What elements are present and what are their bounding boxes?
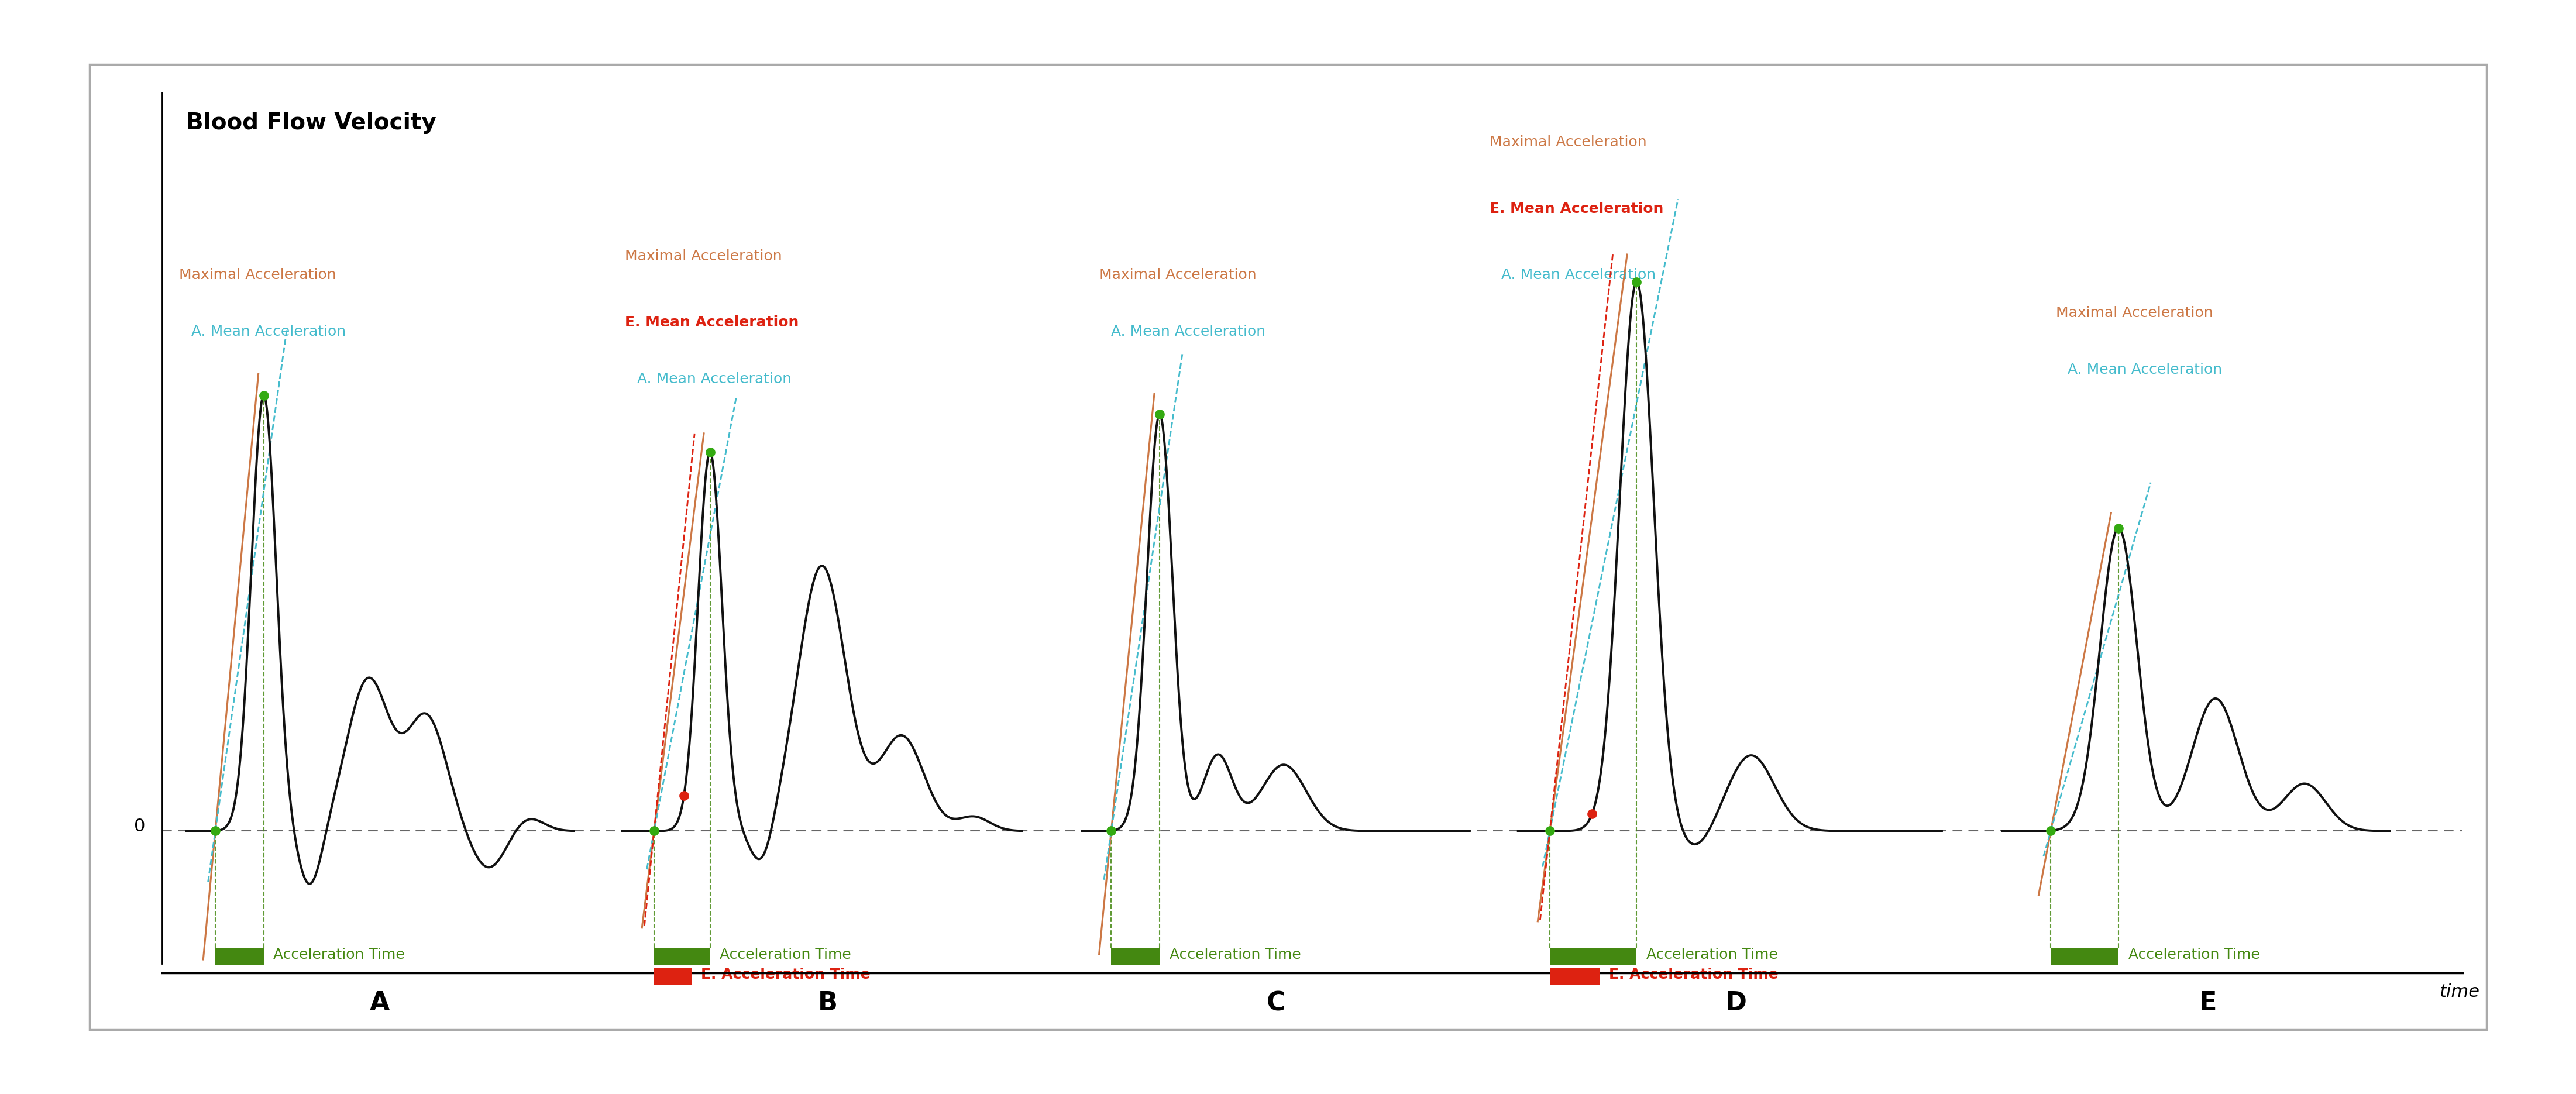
Text: E. Acceleration Time: E. Acceleration Time [1610, 968, 1777, 982]
Bar [216, 947, 263, 965]
Text: A. Mean Acceleration: A. Mean Acceleration [2069, 362, 2223, 376]
Bar [1551, 967, 1600, 985]
Text: A. Mean Acceleration: A. Mean Acceleration [1110, 325, 1265, 339]
Text: A: A [371, 990, 389, 1015]
Text: Blood Flow Velocity: Blood Flow Velocity [185, 112, 435, 133]
Text: E. Mean Acceleration: E. Mean Acceleration [1489, 201, 1664, 216]
Text: E. Acceleration Time: E. Acceleration Time [701, 968, 871, 982]
Text: Maximal Acceleration: Maximal Acceleration [1489, 136, 1646, 150]
Text: Maximal Acceleration: Maximal Acceleration [626, 249, 783, 263]
Text: Maximal Acceleration: Maximal Acceleration [1100, 268, 1257, 282]
Bar [654, 967, 690, 985]
Bar [654, 947, 711, 965]
Text: Acceleration Time: Acceleration Time [273, 948, 404, 962]
Text: C: C [1267, 990, 1285, 1015]
FancyBboxPatch shape [90, 65, 2486, 1029]
Text: time: time [2439, 984, 2478, 1000]
Text: B: B [819, 990, 837, 1015]
Bar [1110, 947, 1159, 965]
Text: Acceleration Time: Acceleration Time [2128, 948, 2259, 962]
Text: D: D [1726, 990, 1747, 1015]
Text: Acceleration Time: Acceleration Time [1646, 948, 1777, 962]
Text: A. Mean Acceleration: A. Mean Acceleration [1502, 268, 1656, 282]
Text: 0: 0 [134, 818, 144, 835]
Text: A. Mean Acceleration: A. Mean Acceleration [636, 372, 791, 386]
Text: Maximal Acceleration: Maximal Acceleration [2056, 305, 2213, 319]
Text: E. Mean Acceleration: E. Mean Acceleration [626, 315, 799, 329]
Text: Acceleration Time: Acceleration Time [719, 948, 850, 962]
Text: Maximal Acceleration: Maximal Acceleration [178, 268, 335, 282]
Text: E: E [2200, 990, 2218, 1015]
Text: Acceleration Time: Acceleration Time [1170, 948, 1301, 962]
Bar [2050, 947, 2117, 965]
Bar [1551, 947, 1636, 965]
Text: A. Mean Acceleration: A. Mean Acceleration [191, 325, 345, 339]
